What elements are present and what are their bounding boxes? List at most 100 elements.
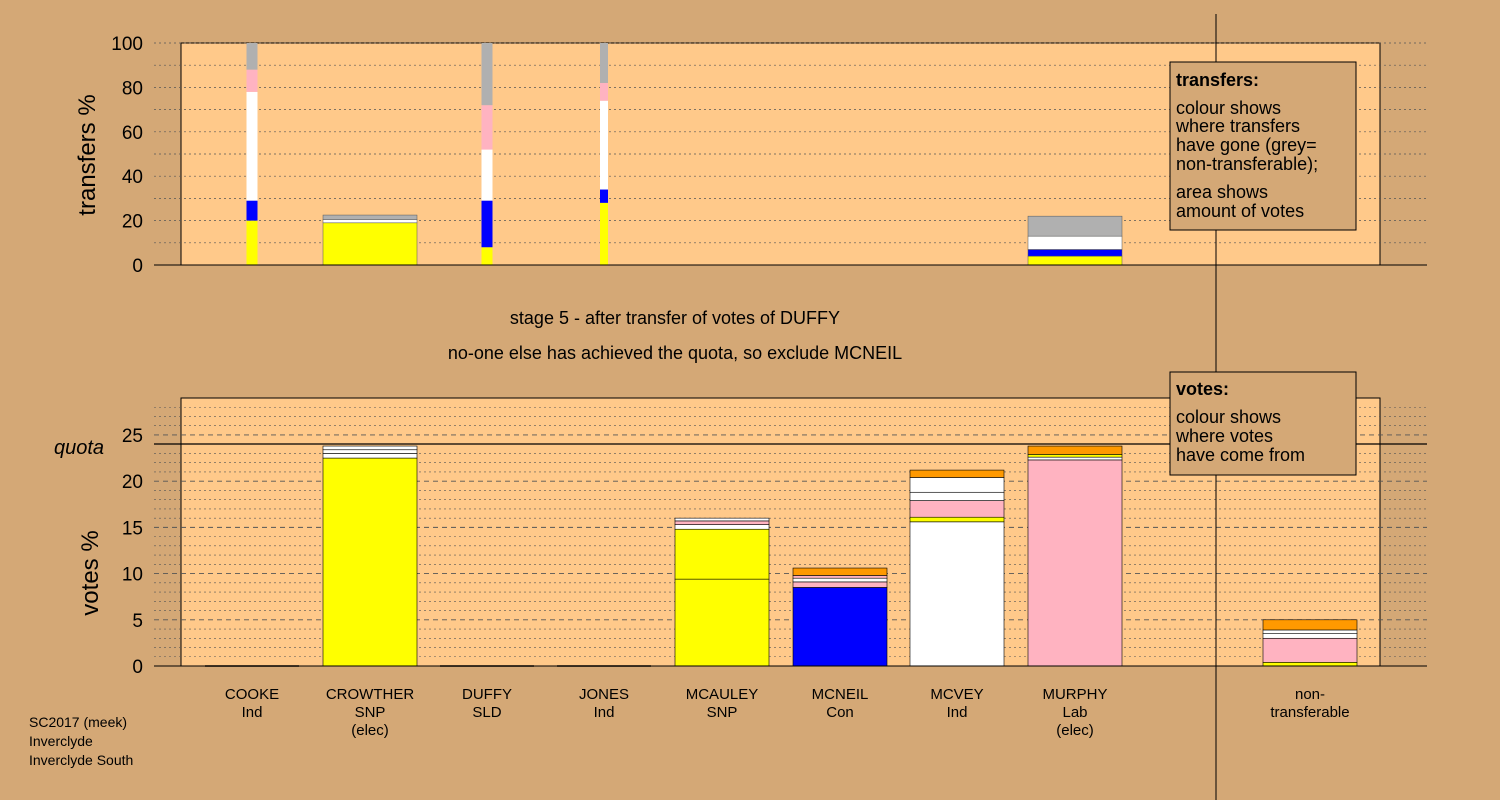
vote-bar-segment <box>674 528 770 580</box>
votes-tick-label: 0 <box>132 657 143 678</box>
vote-bar-segment <box>909 469 1005 478</box>
votes-tick-label: 10 <box>122 565 143 586</box>
vote-bar-segment <box>322 445 418 451</box>
votes-tick-label: 15 <box>122 518 143 539</box>
candidate-label: non- <box>1295 686 1325 703</box>
transfer-bar-segment <box>246 91 258 201</box>
votes-legend-line: have come from <box>1176 445 1305 465</box>
vote-bar-segment <box>674 517 770 522</box>
votes-legend-line: colour shows <box>1176 407 1281 427</box>
votes-tick-label: 25 <box>122 426 143 447</box>
transfers-legend-line: amount of votes <box>1176 201 1304 221</box>
vote-bar-segment <box>1027 456 1123 461</box>
transfer-bar-segment <box>481 43 493 106</box>
transfer-bar-segment <box>322 219 418 224</box>
transfers-legend: transfers: colour shows where transfers … <box>1169 61 1357 231</box>
vote-bar-segment <box>1262 662 1358 667</box>
vote-bar-segment <box>674 578 770 667</box>
transfer-bar-segment <box>246 69 258 92</box>
transfers-legend-line: area shows <box>1176 182 1268 202</box>
transfers-tick-label: 20 <box>122 212 143 233</box>
candidate-label: Con <box>826 704 854 721</box>
transfers-tick-label: 60 <box>122 123 143 144</box>
candidate-label: Ind <box>947 704 968 721</box>
transfer-bar-segment <box>322 222 418 266</box>
votes-legend-line: where votes <box>1175 426 1273 446</box>
transfers-tick-label: 80 <box>122 78 143 99</box>
transfer-bar-segment <box>481 247 493 265</box>
transfers-legend-line: where transfers <box>1175 116 1300 136</box>
vote-bar-segment <box>792 575 888 579</box>
vote-bar-segment <box>792 587 888 667</box>
candidate-label: SNP <box>355 704 386 721</box>
candidate-label: Ind <box>594 704 615 721</box>
vote-bar-segment <box>322 457 418 667</box>
footer-council: Inverclyde <box>29 733 93 749</box>
transfer-bar-segment <box>246 220 258 265</box>
transfers-tick-label: 0 <box>132 256 143 277</box>
stage-subtitle: no-one else has achieved the quota, so e… <box>448 343 902 363</box>
candidate-label: Ind <box>242 704 263 721</box>
candidate-label: (elec) <box>351 722 389 739</box>
vote-bar-segment <box>1262 619 1358 631</box>
vote-bar-segment <box>1262 637 1358 663</box>
candidate-label: CROWTHER <box>326 686 414 703</box>
candidate-label: DUFFY <box>462 686 512 703</box>
vote-bar-segment <box>322 449 418 454</box>
transfer-bar-segment <box>246 43 258 70</box>
vote-bar-segment <box>909 521 1005 667</box>
transfer-bar-segment <box>1027 215 1123 237</box>
transfer-bar-segment <box>481 200 493 248</box>
vote-bar-segment <box>792 577 888 583</box>
vote-bar-segment <box>1027 445 1123 455</box>
transfers-legend-line: have gone (grey= <box>1176 135 1317 155</box>
vote-bar-segment <box>674 520 770 525</box>
vote-bar-segment <box>792 567 888 576</box>
transfer-bar-segment <box>322 214 418 220</box>
transfers-tick-label: 100 <box>111 34 143 55</box>
candidate-label: MCVEY <box>930 686 983 703</box>
transfer-bar-segment <box>481 105 493 150</box>
candidate-label: (elec) <box>1056 722 1094 739</box>
votes-tick-label: 5 <box>132 611 143 632</box>
vote-bar-segment <box>1027 454 1123 458</box>
transfer-bar-segment <box>600 82 608 101</box>
transfer-bar-segment <box>1027 249 1123 257</box>
vote-bar-segment <box>909 500 1005 518</box>
vote-bar-segment <box>1262 629 1358 634</box>
candidate-label: Lab <box>1062 704 1087 721</box>
footer-system: SC2017 (meek) <box>29 714 127 730</box>
vote-bar-segment <box>909 516 1005 523</box>
transfers-legend-line: non-transferable); <box>1176 154 1318 174</box>
vote-bar-segment <box>909 477 1005 493</box>
quota-label: quota <box>54 437 104 459</box>
transfer-bar-segment <box>600 202 608 265</box>
candidate-label: MURPHY <box>1042 686 1107 703</box>
stage-title: stage 5 - after transfer of votes of DUF… <box>510 308 840 328</box>
vote-bar-segment <box>792 581 888 588</box>
candidate-label: transferable <box>1270 704 1349 721</box>
transfer-bar-segment <box>1027 255 1123 266</box>
votes-y-label: votes % <box>77 530 104 615</box>
transfer-bar-segment <box>481 149 493 201</box>
vote-bar-segment <box>1262 633 1358 639</box>
transfer-bar-segment <box>600 189 608 203</box>
transfers-tick-label: 40 <box>122 167 143 188</box>
candidate-label: MCAULEY <box>686 686 759 703</box>
transfers-y-label: transfers % <box>74 94 101 215</box>
votes-legend-title: votes: <box>1176 379 1229 399</box>
vote-bar-segment <box>674 524 770 530</box>
transfer-bar-segment <box>1027 235 1123 250</box>
candidate-label: SNP <box>707 704 738 721</box>
transfer-bar-segment <box>246 200 258 221</box>
candidate-label: COOKE <box>225 686 279 703</box>
votes-tick-label: 20 <box>122 472 143 493</box>
candidate-label: SLD <box>472 704 501 721</box>
transfers-legend-title: transfers: <box>1176 70 1259 90</box>
footer-ward: Inverclyde South <box>29 752 133 768</box>
vote-bar-segment <box>1027 459 1123 667</box>
vote-bar-segment <box>909 491 1005 501</box>
vote-bar-segment <box>322 453 418 459</box>
transfers-legend-line: colour shows <box>1176 98 1281 118</box>
